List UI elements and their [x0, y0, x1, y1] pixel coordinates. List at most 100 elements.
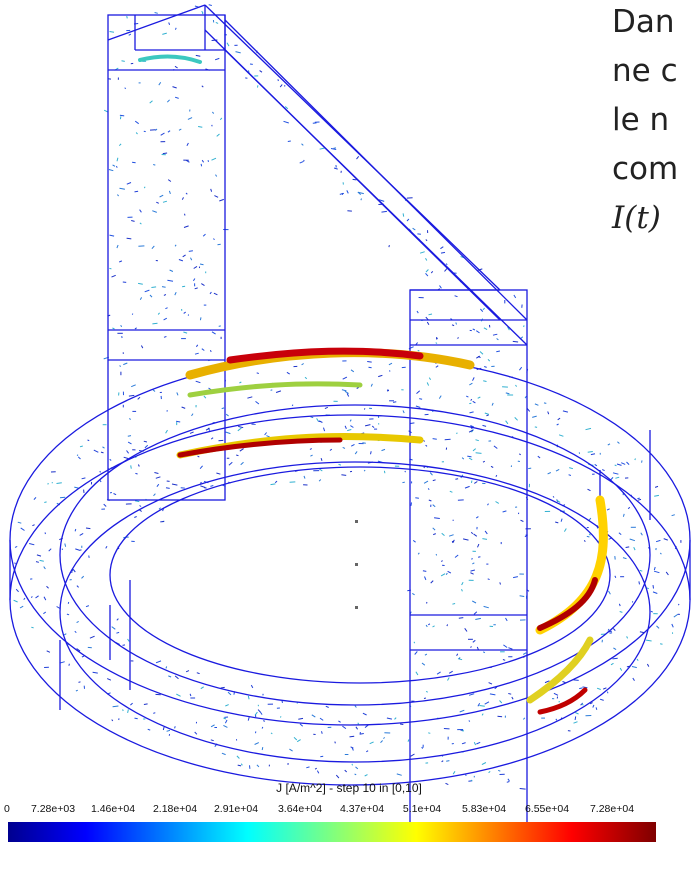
vector-arrow	[65, 544, 66, 547]
vector-arrow	[407, 219, 409, 221]
vector-arrow	[420, 252, 425, 254]
vector-arrow	[90, 636, 95, 638]
vector-arrow	[289, 749, 292, 751]
vector-arrow	[297, 740, 300, 742]
vector-arrow	[109, 268, 111, 269]
vector-arrow	[110, 32, 115, 33]
vector-arrow	[121, 325, 122, 327]
vector-arrow	[472, 563, 474, 564]
vector-arrow	[484, 328, 487, 330]
vector-arrow	[503, 660, 505, 661]
vector-arrow	[175, 97, 179, 98]
vector-arrow	[381, 741, 383, 743]
vector-arrow	[619, 533, 621, 535]
vector-arrow	[639, 581, 640, 584]
vector-arrow	[434, 518, 440, 519]
vector-arrow	[476, 331, 479, 333]
vector-arrow	[357, 156, 359, 159]
vector-arrow	[120, 116, 121, 119]
vector-arrow	[106, 546, 107, 548]
vector-arrow	[276, 391, 281, 393]
vector-arrow	[67, 614, 69, 615]
vector-arrow	[469, 694, 474, 696]
vector-arrow	[378, 375, 382, 376]
vector-arrow	[77, 455, 78, 456]
vector-arrow	[475, 618, 481, 619]
vector-arrow	[593, 705, 594, 708]
vector-arrow	[119, 144, 121, 146]
vector-arrow	[112, 720, 113, 721]
vector-arrow	[210, 486, 213, 487]
vector-arrow	[212, 332, 216, 334]
vector-arrow	[202, 86, 204, 87]
vector-arrow	[457, 433, 458, 434]
vector-arrow	[433, 626, 435, 627]
vector-arrow	[248, 717, 249, 721]
vector-arrow	[436, 366, 438, 368]
vector-arrow	[471, 532, 472, 534]
vector-arrow	[168, 180, 171, 182]
vector-arrow	[192, 414, 194, 416]
vector-arrow	[460, 710, 465, 712]
vector-arrow	[596, 707, 597, 709]
vector-arrow	[678, 604, 679, 605]
vector-arrow	[15, 546, 17, 547]
vector-arrow	[342, 726, 346, 729]
vector-arrow	[647, 664, 648, 667]
vector-arrow	[447, 624, 448, 626]
vector-arrow	[366, 751, 368, 752]
vector-arrow	[506, 618, 508, 621]
vector-arrow	[514, 295, 516, 298]
vector-arrow	[188, 118, 192, 120]
vector-arrow	[410, 423, 414, 424]
vector-arrow	[654, 571, 659, 573]
vector-arrow	[260, 712, 262, 715]
vector-arrow	[584, 540, 585, 541]
vector-arrow	[123, 645, 126, 646]
colorbar-tick-label: 0	[4, 803, 10, 815]
vector-arrow	[433, 534, 436, 535]
vector-arrow	[490, 694, 496, 695]
vector-arrow	[287, 372, 290, 374]
vector-arrow	[506, 393, 510, 394]
vector-arrow	[280, 85, 282, 88]
vector-arrow	[579, 688, 582, 689]
vector-arrow	[548, 473, 551, 474]
vector-arrow	[623, 558, 627, 559]
vector-arrow	[271, 484, 276, 485]
vector-arrow	[630, 539, 635, 541]
vector-arrow	[384, 471, 385, 473]
vector-arrow	[415, 651, 418, 654]
vector-arrow	[190, 694, 191, 696]
vector-arrow	[275, 481, 277, 483]
vector-arrow	[284, 121, 289, 123]
vector-arrow	[455, 479, 458, 480]
vector-arrow	[446, 783, 449, 784]
vector-arrow	[43, 612, 45, 614]
vector-arrow	[439, 396, 441, 399]
vector-arrow	[175, 245, 176, 247]
vector-arrow	[112, 627, 116, 630]
vector-arrow	[77, 621, 79, 622]
vector-arrow	[184, 226, 189, 228]
vector-arrow	[176, 694, 180, 696]
vector-arrow	[516, 385, 517, 387]
vector-arrow	[611, 663, 614, 665]
vector-arrow	[563, 682, 566, 683]
vector-arrow	[140, 210, 142, 213]
vector-arrow	[175, 726, 176, 728]
vector-arrow	[519, 367, 521, 370]
vector-arrow	[317, 418, 319, 421]
vector-arrow	[76, 690, 78, 691]
vector-arrow	[238, 426, 243, 427]
vector-arrow	[135, 501, 139, 502]
vector-arrow	[371, 384, 372, 387]
vector-arrow	[457, 338, 458, 339]
vector-arrow	[152, 246, 154, 249]
vector-arrow	[200, 482, 201, 483]
vector-arrow	[473, 401, 476, 403]
vector-arrow	[613, 629, 615, 631]
vector-arrow	[109, 170, 113, 171]
vector-arrow	[103, 447, 105, 448]
vector-arrow	[634, 547, 635, 550]
